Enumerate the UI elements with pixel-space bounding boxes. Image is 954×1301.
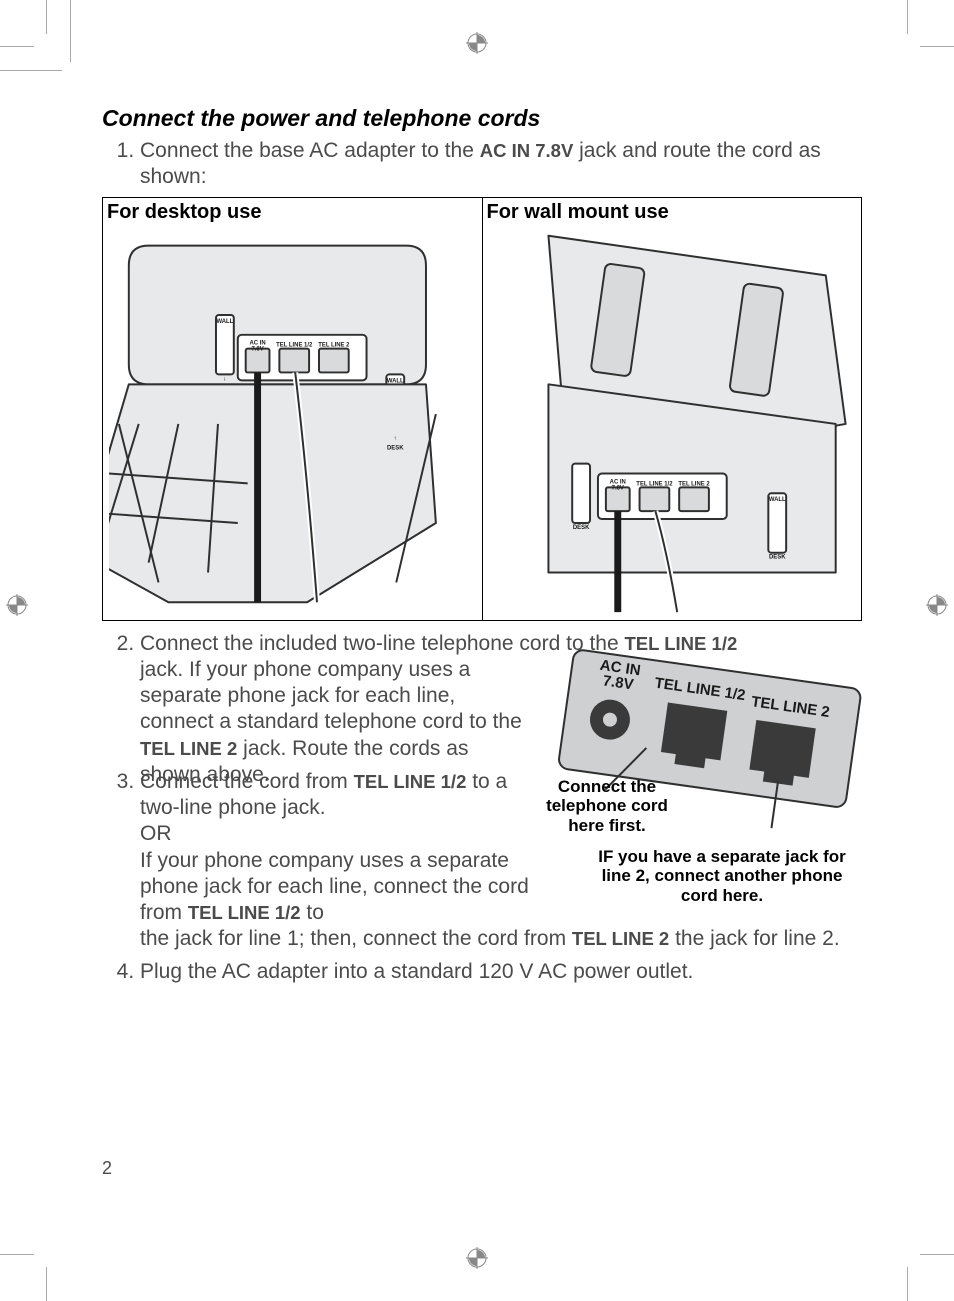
step-text: the jack for line 2. [669, 927, 839, 950]
registration-mark-icon [466, 32, 488, 54]
crop-mark [920, 46, 954, 47]
step-4: Plug the AC adapter into a standard 120 … [140, 959, 862, 985]
page: Connect the power and telephone cords Co… [0, 0, 954, 1301]
jack-name: TEL LINE 2 [140, 738, 237, 759]
crop-mark [46, 1267, 47, 1301]
svg-text:7.8V: 7.8V [251, 346, 263, 352]
jack-note-1: Connect the telephone cord here first. [532, 777, 682, 836]
port-label: WALL [768, 497, 785, 503]
step-or: OR [140, 822, 172, 845]
svg-text:7.8V: 7.8V [611, 485, 623, 491]
step-text: Connect the base AC adapter to the [140, 139, 480, 162]
crop-mark [0, 70, 62, 71]
port-label: DESK [387, 445, 404, 451]
port-label: TEL LINE 1/2 [276, 342, 313, 348]
jack-name: AC IN 7.8V [480, 140, 574, 161]
port-label: TEL LINE 2 [318, 342, 350, 348]
figure-label: For wall mount use [487, 200, 669, 225]
instruction-list: Connect the base AC adapter to the AC IN… [102, 138, 862, 985]
port-label: DESK [572, 524, 589, 530]
crop-mark [46, 0, 47, 34]
registration-mark-icon [466, 1247, 488, 1269]
step-text: jack. If your phone company uses a separ… [140, 658, 522, 734]
step-1: Connect the base AC adapter to the AC IN… [140, 138, 862, 621]
jack-name: TEL LINE 1/2 [188, 902, 301, 923]
port-label: WALL [387, 378, 404, 384]
step-text: Plug the AC adapter into a standard 120 … [140, 960, 693, 983]
svg-text:TEL LINE 2: TEL LINE 2 [678, 481, 710, 487]
page-number: 2 [102, 1158, 112, 1179]
wallmount-diagram: WALL DESK DESK AC IN 7.8V TEL LINE 1/2 T… [489, 224, 856, 614]
section-title: Connect the power and telephone cords [102, 105, 862, 132]
content-area: Connect the power and telephone cords Co… [102, 105, 862, 991]
figure-desktop: For desktop use [103, 198, 482, 620]
crop-mark [907, 0, 908, 34]
mounting-figure: For desktop use [102, 197, 862, 621]
svg-text:↑: ↑ [394, 435, 397, 441]
registration-mark-icon [926, 594, 948, 616]
jack-name: TEL LINE 2 [572, 928, 669, 949]
registration-mark-icon [6, 594, 28, 616]
crop-mark [0, 1254, 34, 1255]
crop-mark [0, 46, 34, 47]
jack-closeup-figure: AC IN 7.8V TEL LINE 1/2 TEL LINE 2 Con [532, 637, 862, 917]
desktop-diagram: WALL ↓ WALL ↑ DESK AC IN 7.8V TEL LINE 1… [109, 224, 476, 614]
step-text: to [301, 901, 324, 924]
crop-mark [70, 0, 71, 62]
port-label: DESK [768, 554, 785, 560]
crop-mark [920, 1254, 954, 1255]
svg-text:TEL LINE 1/2: TEL LINE 1/2 [636, 481, 673, 487]
jack-note-2: IF you have a separate jack for line 2, … [592, 847, 852, 906]
figure-wallmount: For wall mount use [482, 198, 862, 620]
step-text: Connect the cord from [140, 770, 354, 793]
step-text: the jack for line 1; then, connect the c… [140, 927, 572, 950]
jack-name: TEL LINE 1/2 [354, 771, 467, 792]
svg-text:↓: ↓ [223, 376, 226, 382]
port-label: WALL [216, 318, 233, 324]
figure-label: For desktop use [107, 200, 261, 225]
crop-mark [907, 1267, 908, 1301]
